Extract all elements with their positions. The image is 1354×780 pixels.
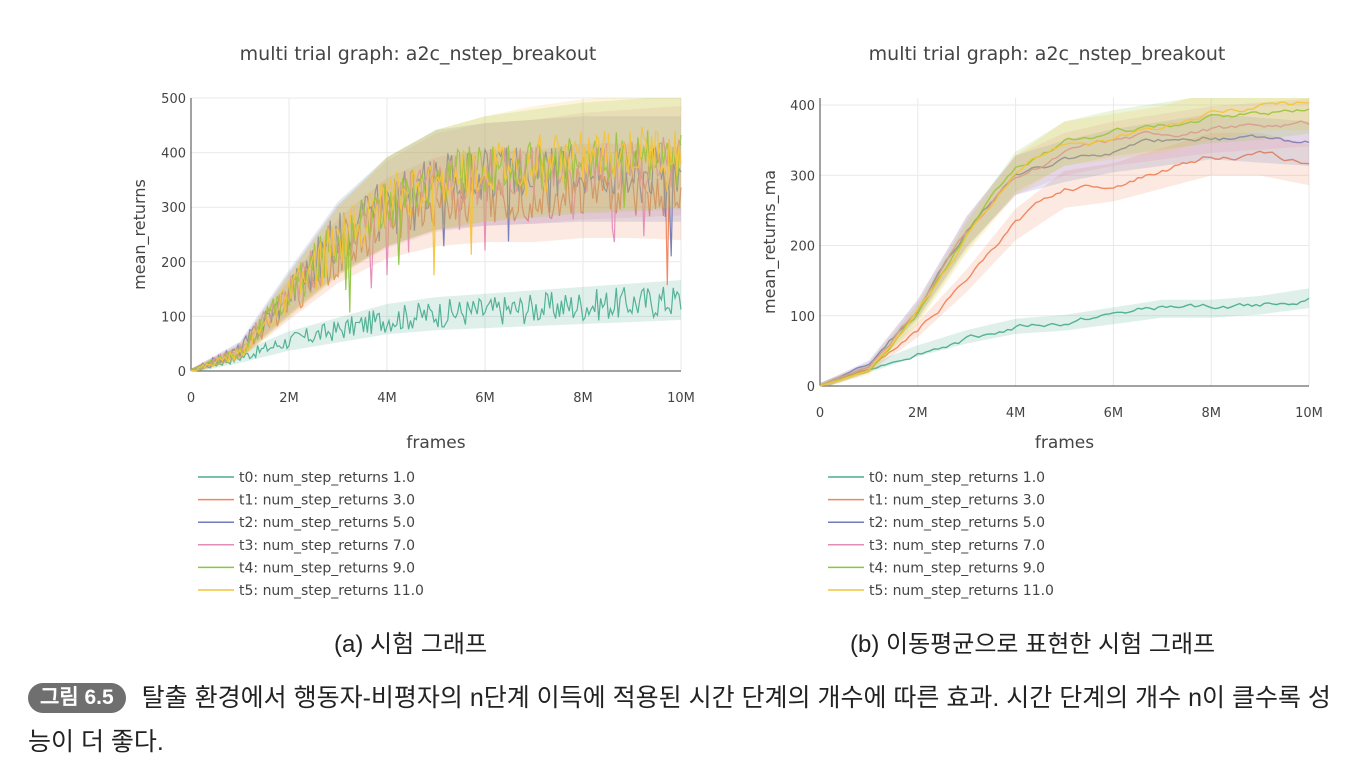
legend-entry-t3: t3: num_step_returns 7.0 bbox=[239, 538, 415, 554]
x-tick-label: 4M bbox=[377, 391, 397, 406]
y-tick-label: 0 bbox=[178, 365, 186, 380]
legend-entry-t0: t0: num_step_returns 1.0 bbox=[869, 470, 1045, 486]
series-band-t1 bbox=[820, 132, 1309, 386]
series-band-t0 bbox=[820, 288, 1309, 386]
subcaption-b: (b) 이동평균으로 표현한 시험 그래프 bbox=[850, 631, 1216, 658]
series-line-t4 bbox=[819, 108, 1310, 387]
series-line-t2 bbox=[819, 134, 1310, 387]
legend-entry-t2: t2: num_step_returns 5.0 bbox=[869, 515, 1045, 531]
x-tick-label: 2M bbox=[908, 406, 928, 421]
x-tick-label: 2M bbox=[279, 391, 299, 406]
y-tick-label: 400 bbox=[790, 99, 815, 114]
x-tick-label: 6M bbox=[1104, 406, 1124, 421]
x-tick-label: 6M bbox=[475, 391, 495, 406]
series-line-t0 bbox=[819, 297, 1310, 387]
series-band-t0 bbox=[191, 280, 681, 371]
series-line-t5 bbox=[819, 101, 1310, 387]
x-axis-label: frames bbox=[1035, 433, 1094, 453]
chart-title: multi trial graph: a2c_nstep_breakout bbox=[869, 43, 1226, 65]
chart-a: multi trial graph: a2c_nstep_breakout 0 2M… bbox=[130, 43, 695, 599]
legend-entry-t0: t0: num_step_returns 1.0 bbox=[239, 470, 415, 486]
figure-caption: 그림 6.5 탈출 환경에서 행동자-비평자의 n단계 이득에 적용된 시간 단계… bbox=[28, 676, 1338, 764]
y-tick-label: 200 bbox=[790, 240, 815, 255]
x-tick-label: 10M bbox=[667, 391, 695, 406]
x-tick-label: 8M bbox=[573, 391, 593, 406]
legend-entry-t5: t5: num_step_returns 11.0 bbox=[239, 583, 424, 599]
y-tick-label: 400 bbox=[161, 147, 186, 162]
x-tick-label: 0 bbox=[187, 391, 195, 406]
series-line-t5 bbox=[190, 126, 682, 372]
y-tick-label: 100 bbox=[161, 310, 186, 325]
plot-area bbox=[819, 98, 1310, 387]
legend-entry-t2: t2: num_step_returns 5.0 bbox=[239, 515, 415, 531]
legend-entry-t4: t4: num_step_returns 9.0 bbox=[869, 560, 1045, 576]
y-tick-label: 200 bbox=[161, 256, 186, 271]
x-tick-label: 0 bbox=[816, 406, 824, 421]
figure-badge: 그림 6.5 bbox=[28, 683, 126, 713]
legend-entry-t1: t1: num_step_returns 3.0 bbox=[239, 493, 415, 509]
series-line-t0 bbox=[190, 286, 682, 372]
chart-b: multi trial graph: a2c_nstep_breakout 0 2M… bbox=[760, 43, 1323, 599]
y-axis-label: mean_returns bbox=[130, 179, 150, 290]
series-band-t2 bbox=[820, 113, 1309, 387]
chart-panel-b: multi trial graph: a2c_nstep_breakout 0 2M… bbox=[630, 0, 1323, 615]
series-band-t4 bbox=[820, 98, 1309, 386]
series-band-t4 bbox=[191, 98, 681, 371]
y-tick-label: 0 bbox=[807, 380, 815, 395]
chart-title: multi trial graph: a2c_nstep_breakout bbox=[240, 43, 597, 65]
y-tick-label: 300 bbox=[790, 169, 815, 184]
legend-entry-t4: t4: num_step_returns 9.0 bbox=[239, 560, 415, 576]
chart-panel-a: multi trial graph: a2c_nstep_breakout 0 2M… bbox=[0, 0, 695, 615]
legend-entry-t1: t1: num_step_returns 3.0 bbox=[869, 493, 1045, 509]
caption-text: 탈출 환경에서 행동자-비평자의 n단계 이득에 적용된 시간 단계의 개수에 … bbox=[28, 684, 1331, 756]
x-tick-label: 8M bbox=[1201, 406, 1221, 421]
series-band-t5 bbox=[191, 98, 681, 371]
plot-area bbox=[190, 98, 682, 372]
y-axis-label: mean_returns_ma bbox=[760, 170, 780, 314]
legend: t0: num_step_returns 1.0 t1: num_step_ret… bbox=[828, 470, 1054, 599]
subcaption-a: (a) 시험 그래프 bbox=[334, 631, 488, 658]
series-band-t5 bbox=[820, 98, 1309, 386]
x-axis-label: frames bbox=[406, 433, 465, 453]
x-tick-label: 4M bbox=[1006, 406, 1026, 421]
y-tick-label: 300 bbox=[161, 201, 186, 216]
y-tick-label: 100 bbox=[790, 310, 815, 325]
series-line-t1 bbox=[819, 150, 1310, 387]
series-line-t3 bbox=[819, 120, 1310, 387]
legend: t0: num_step_returns 1.0 t1: num_step_ret… bbox=[198, 470, 424, 599]
y-tick-label: 500 bbox=[161, 92, 186, 107]
legend-entry-t5: t5: num_step_returns 11.0 bbox=[869, 583, 1054, 599]
x-tick-label: 10M bbox=[1295, 406, 1323, 421]
series-band-t3 bbox=[820, 98, 1309, 386]
legend-entry-t3: t3: num_step_returns 7.0 bbox=[869, 538, 1045, 554]
